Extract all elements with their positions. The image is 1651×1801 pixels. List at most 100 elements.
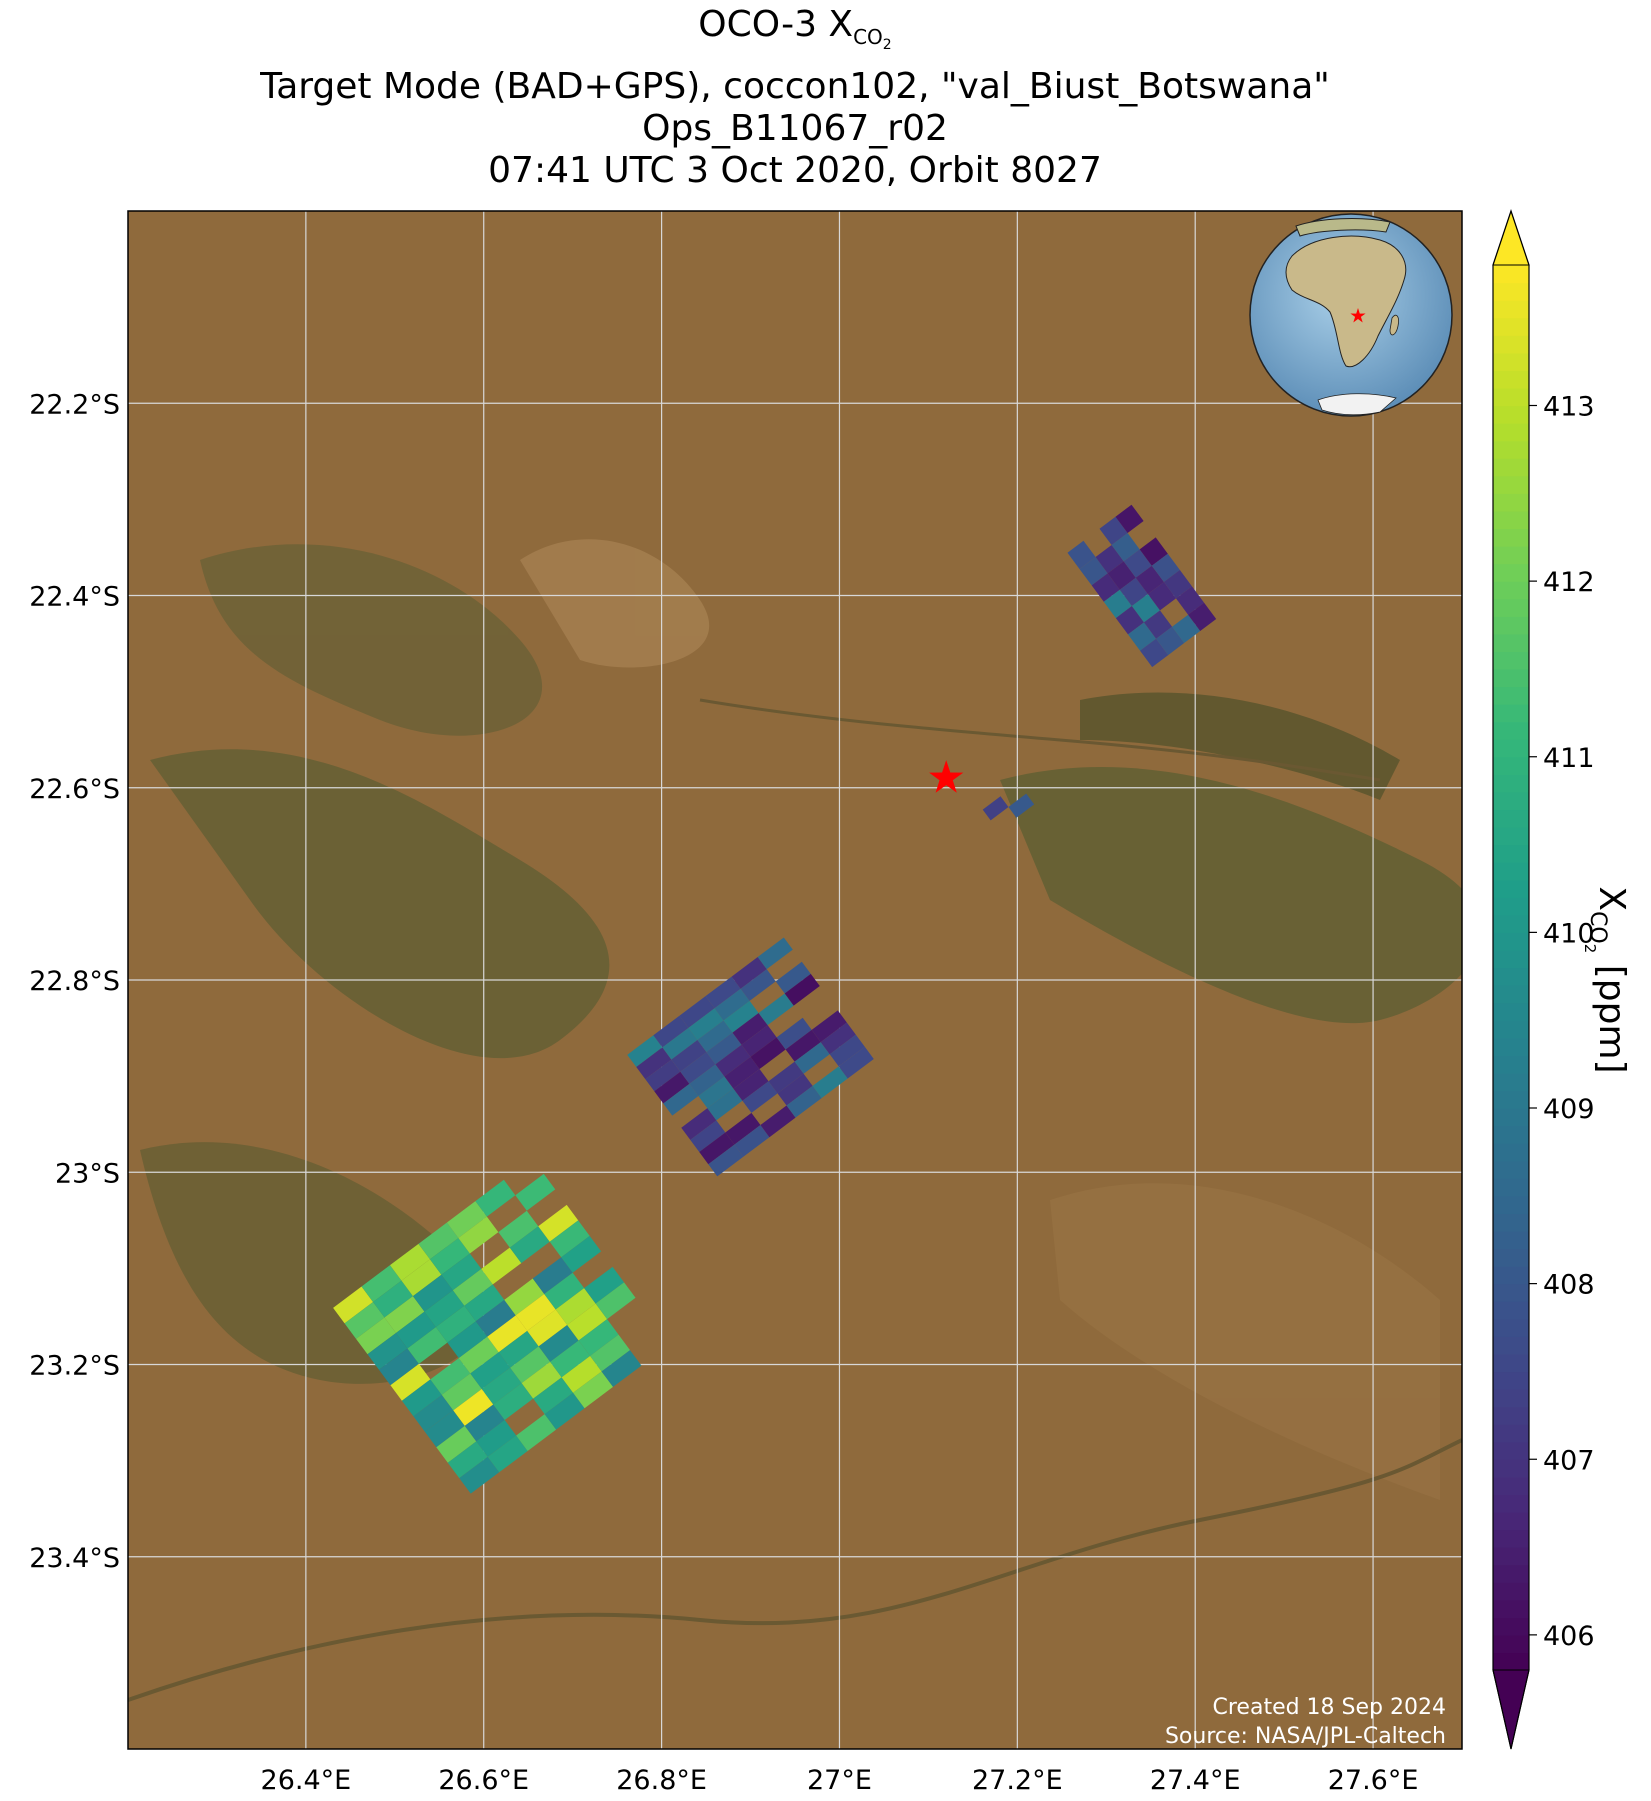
colorbar-gradient <box>1492 209 1530 1750</box>
colorbar-label-suffix: [ppm] <box>1591 953 1632 1073</box>
sounding-footprint <box>1163 570 1193 599</box>
sounding-footprint <box>510 1346 551 1384</box>
sounding-footprint <box>982 796 1009 821</box>
sounding-footprint <box>470 1352 511 1390</box>
sounding-footprint <box>544 1392 585 1430</box>
latitude-tick-labels: 22.2°S 22.4°S 22.6°S 22.8°S 23°S 23.2°S 23.4°S <box>29 389 120 1574</box>
lat-tick-label: 22.4°S <box>29 582 120 613</box>
sounding-footprint <box>706 1032 742 1065</box>
sounding-footprint <box>481 1247 522 1285</box>
colorbar-band <box>1493 1318 1529 1337</box>
colorbar-band <box>1493 581 1529 600</box>
globe-site-star-icon <box>1350 308 1366 323</box>
colorbar-band <box>1493 1582 1529 1601</box>
sounding-footprint <box>698 1076 734 1109</box>
colorbar-extend-max <box>1492 209 1530 266</box>
sounding-footprint <box>504 1278 545 1316</box>
sounding-footprint <box>390 1363 431 1401</box>
title-line-1: OCO-3 XCO2 <box>0 4 1590 66</box>
sounding-footprint <box>1156 626 1185 656</box>
colorbar-band <box>1493 844 1529 863</box>
sounding-footprint <box>1091 573 1120 602</box>
colorbar-band <box>1493 1424 1529 1443</box>
sounding-footprint <box>544 1272 585 1310</box>
colorbar-band <box>1493 546 1529 565</box>
colorbar-band <box>1493 1476 1529 1495</box>
colorbar-band <box>1493 967 1529 986</box>
sounding-footprint <box>1151 553 1180 583</box>
title-line-3: Ops_B11067_r02 <box>642 108 948 150</box>
dry-patch-south-east <box>1050 1183 1440 1500</box>
sounding-footprint <box>1067 540 1096 570</box>
colorbar-band <box>1493 949 1529 969</box>
sounding-footprint <box>794 1042 830 1074</box>
colorbar-band <box>1493 1160 1529 1179</box>
terrain-texture <box>128 539 1462 1702</box>
sounding-footprint <box>1115 504 1144 534</box>
sounding-footprint <box>424 1290 465 1328</box>
sounding-footprint <box>578 1319 619 1356</box>
sounding-footprint <box>446 1201 487 1238</box>
svg-text:XCO2 [ppm]: XCO2 [ppm] <box>1581 886 1632 1073</box>
sounding-segment <box>982 793 1035 821</box>
colorbar-band <box>1493 370 1529 389</box>
sounding-footprint <box>424 1410 465 1448</box>
colorbar-band <box>1493 1353 1529 1373</box>
sounding-footprint <box>487 1435 528 1473</box>
sounding-footprint <box>785 1029 821 1062</box>
sounding-footprint <box>549 1220 590 1258</box>
sounding-segment <box>627 937 874 1177</box>
sounding-footprint <box>1135 565 1164 595</box>
sounding-footprint <box>344 1301 385 1339</box>
colorbar-band <box>1493 1195 1529 1214</box>
colorbar-band <box>1493 704 1529 723</box>
lon-tick-label: 27.6°E <box>1328 1765 1419 1796</box>
credit-source: Source: NASA/JPL-Caltech <box>1165 1724 1446 1749</box>
sounding-footprint <box>464 1404 505 1442</box>
colorbar-band <box>1493 1389 1529 1408</box>
sounding-footprint <box>750 1037 786 1070</box>
colorbar-band <box>1493 1072 1529 1092</box>
sounding-footprint <box>498 1330 539 1368</box>
colorbar-band <box>1493 914 1529 933</box>
colorbar-tick-label: 410 <box>1543 918 1595 949</box>
sounding-footprint <box>429 1237 470 1275</box>
colorbar-band <box>1493 1459 1529 1478</box>
graticule <box>128 211 1462 1749</box>
title-xco2-sub: CO <box>853 25 883 50</box>
colorbar-band <box>1493 879 1529 898</box>
map-area <box>128 211 1462 1749</box>
sounding-footprint <box>820 1022 856 1055</box>
sounding-footprint <box>435 1305 476 1343</box>
sounding-footprint <box>601 1350 642 1387</box>
colorbar-band <box>1493 387 1529 407</box>
colorbar-band <box>1493 1599 1529 1618</box>
colorbar-band <box>1493 317 1529 336</box>
colorbar-band <box>1493 598 1529 617</box>
sounding-footprint <box>487 1315 528 1353</box>
colorbar-band <box>1493 721 1529 740</box>
sounding-footprint <box>1175 586 1205 615</box>
globe-africa-land <box>1285 235 1407 368</box>
colorbar-tick-label: 406 <box>1543 1621 1595 1652</box>
colorbar-band <box>1493 686 1529 705</box>
sounding-footprint <box>413 1394 454 1432</box>
sounding-footprint <box>1079 557 1108 586</box>
lat-tick-label: 22.6°S <box>29 774 120 805</box>
sounding-footprint <box>1111 533 1140 562</box>
sounding-footprint <box>1099 516 1128 546</box>
colorbar-band <box>1493 352 1529 371</box>
title-line-4: 07:41 UTC 3 Oct 2020, Orbit 8027 <box>488 150 1102 192</box>
longitude-tick-labels: 26.4°E 26.6°E 26.8°E 27°E 27.2°E 27.4°E 27.6°E <box>261 1765 1419 1796</box>
colorbar-band <box>1493 1020 1529 1039</box>
colorbar-band <box>1493 616 1529 635</box>
colorbar-band <box>1493 1248 1529 1267</box>
sounding-footprint <box>595 1282 636 1320</box>
sounding-footprint <box>1172 614 1201 644</box>
colorbar-band <box>1493 932 1529 951</box>
sounding-footprint <box>1115 606 1144 635</box>
colorbar-tick-label: 411 <box>1543 743 1595 774</box>
sounding-footprint <box>333 1286 374 1324</box>
sounding-footprint <box>590 1334 631 1372</box>
